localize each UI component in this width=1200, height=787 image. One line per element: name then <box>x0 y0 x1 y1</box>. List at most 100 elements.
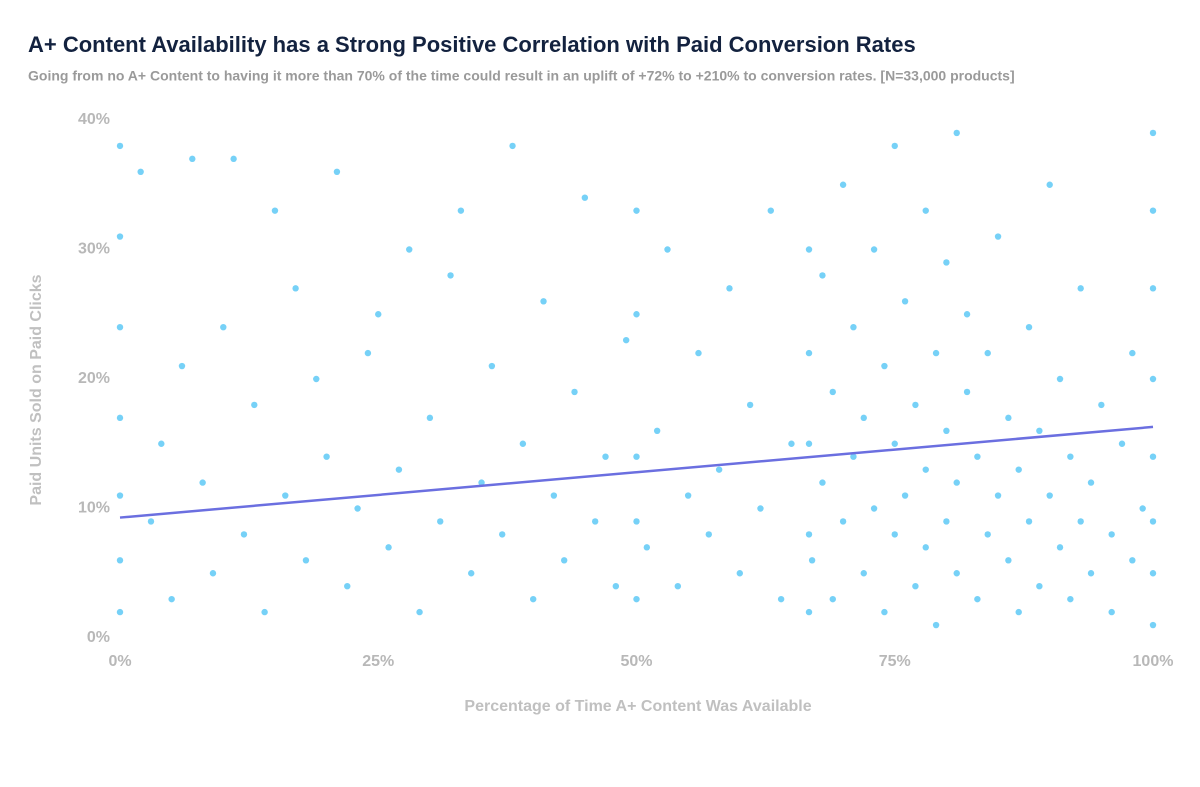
scatter-point <box>271 207 279 214</box>
scatter-point <box>488 362 496 370</box>
scatter-point <box>1056 544 1064 551</box>
scatter-point <box>1077 518 1084 525</box>
scatter-point <box>1129 349 1136 357</box>
scatter-point <box>757 505 764 512</box>
scatter-point <box>901 298 909 305</box>
scatter-point <box>633 595 640 603</box>
trend-line <box>119 425 1154 519</box>
scatter-point <box>943 259 950 266</box>
scatter-point <box>1005 414 1012 422</box>
scatter-point <box>1056 375 1064 383</box>
scatter-point <box>1005 557 1012 564</box>
scatter-point <box>1149 621 1157 629</box>
scatter-point <box>705 531 713 538</box>
scatter-point <box>805 531 813 538</box>
scatter-point <box>158 440 165 447</box>
x-tick-label: 0% <box>108 653 131 670</box>
scatter-point <box>633 518 640 525</box>
scatter-point <box>922 207 929 214</box>
scatter-point <box>550 492 558 499</box>
scatter-point <box>591 518 599 525</box>
scatter-point <box>209 570 217 577</box>
x-tick-label: 25% <box>362 653 394 670</box>
scatter-point <box>457 207 465 214</box>
scatter-point <box>860 570 867 577</box>
scatter-point <box>994 492 1002 499</box>
scatter-point <box>805 440 813 447</box>
scatter-point <box>1139 505 1146 512</box>
scatter-point <box>726 285 733 292</box>
scatter-point <box>870 505 878 512</box>
scatter-point <box>932 349 940 357</box>
scatter-point <box>137 168 144 175</box>
scatter-point <box>333 168 341 175</box>
scatter-point <box>777 595 785 603</box>
scatter-point <box>302 557 310 564</box>
y-tick-label: 30% <box>78 241 110 258</box>
scatter-point <box>715 466 723 473</box>
scatter-point <box>1025 324 1033 331</box>
x-tick-label: 50% <box>620 653 652 670</box>
scatter-point <box>116 492 124 499</box>
scatter-point <box>1149 129 1157 137</box>
scatter-point <box>767 207 774 214</box>
scatter-point <box>1077 285 1084 292</box>
scatter-point <box>643 544 651 551</box>
scatter-point <box>695 349 702 357</box>
scatter-point <box>746 401 754 409</box>
scatter-point <box>499 531 506 538</box>
scatter-point <box>963 311 971 318</box>
scatter-point <box>808 557 816 564</box>
scatter-point <box>395 466 403 473</box>
scatter-point <box>912 401 919 409</box>
scatter-point <box>819 272 826 279</box>
scatter-point <box>560 557 568 564</box>
scatter-point <box>912 583 919 590</box>
scatter-point <box>850 453 857 460</box>
scatter-point <box>1087 570 1095 577</box>
scatter-point <box>447 272 454 279</box>
scatter-point <box>468 570 475 577</box>
y-axis-label: Paid Units Sold on Paid Clicks <box>28 274 45 505</box>
scatter-point <box>116 557 124 564</box>
scatter-point <box>571 388 578 396</box>
scatter-point <box>984 531 991 538</box>
x-axis-label: Percentage of Time A+ Content Was Availa… <box>464 698 811 715</box>
chart-title: A+ Content Availability has a Strong Pos… <box>28 32 916 57</box>
scatter-point <box>829 388 836 396</box>
scatter-point <box>881 608 888 616</box>
scatter-point <box>736 570 743 577</box>
scatter-point <box>426 414 434 422</box>
scatter-point <box>1025 518 1033 525</box>
scatter-point <box>530 595 537 603</box>
scatter-point <box>375 311 382 318</box>
scatter-point <box>313 375 320 383</box>
scatter-point <box>385 544 392 551</box>
scatter-point <box>116 608 124 616</box>
scatter-point <box>240 531 248 538</box>
scatter-point <box>943 427 950 434</box>
scatter-point <box>1046 492 1053 499</box>
scatter-point <box>437 518 444 525</box>
y-tick-label: 20% <box>78 370 110 387</box>
scatter-point <box>932 621 940 629</box>
scatter-point <box>509 142 516 150</box>
scatter-point <box>994 233 1002 240</box>
x-tick-label: 100% <box>1133 653 1174 670</box>
scatter-point <box>1108 531 1115 538</box>
scatter-point <box>839 181 847 188</box>
scatter-point <box>282 492 289 499</box>
scatter-point <box>1108 608 1115 616</box>
scatter-point <box>974 453 981 460</box>
scatter-point <box>860 414 867 422</box>
scatter-point <box>1036 583 1043 590</box>
chart-subtitle: Going from no A+ Content to having it mo… <box>28 68 1015 84</box>
scatter-point <box>891 440 898 447</box>
scatter-point <box>805 608 813 616</box>
scatter-point <box>1129 557 1136 564</box>
scatter-point <box>963 388 971 396</box>
scatter-point <box>1046 181 1053 188</box>
scatter-point <box>354 505 361 512</box>
